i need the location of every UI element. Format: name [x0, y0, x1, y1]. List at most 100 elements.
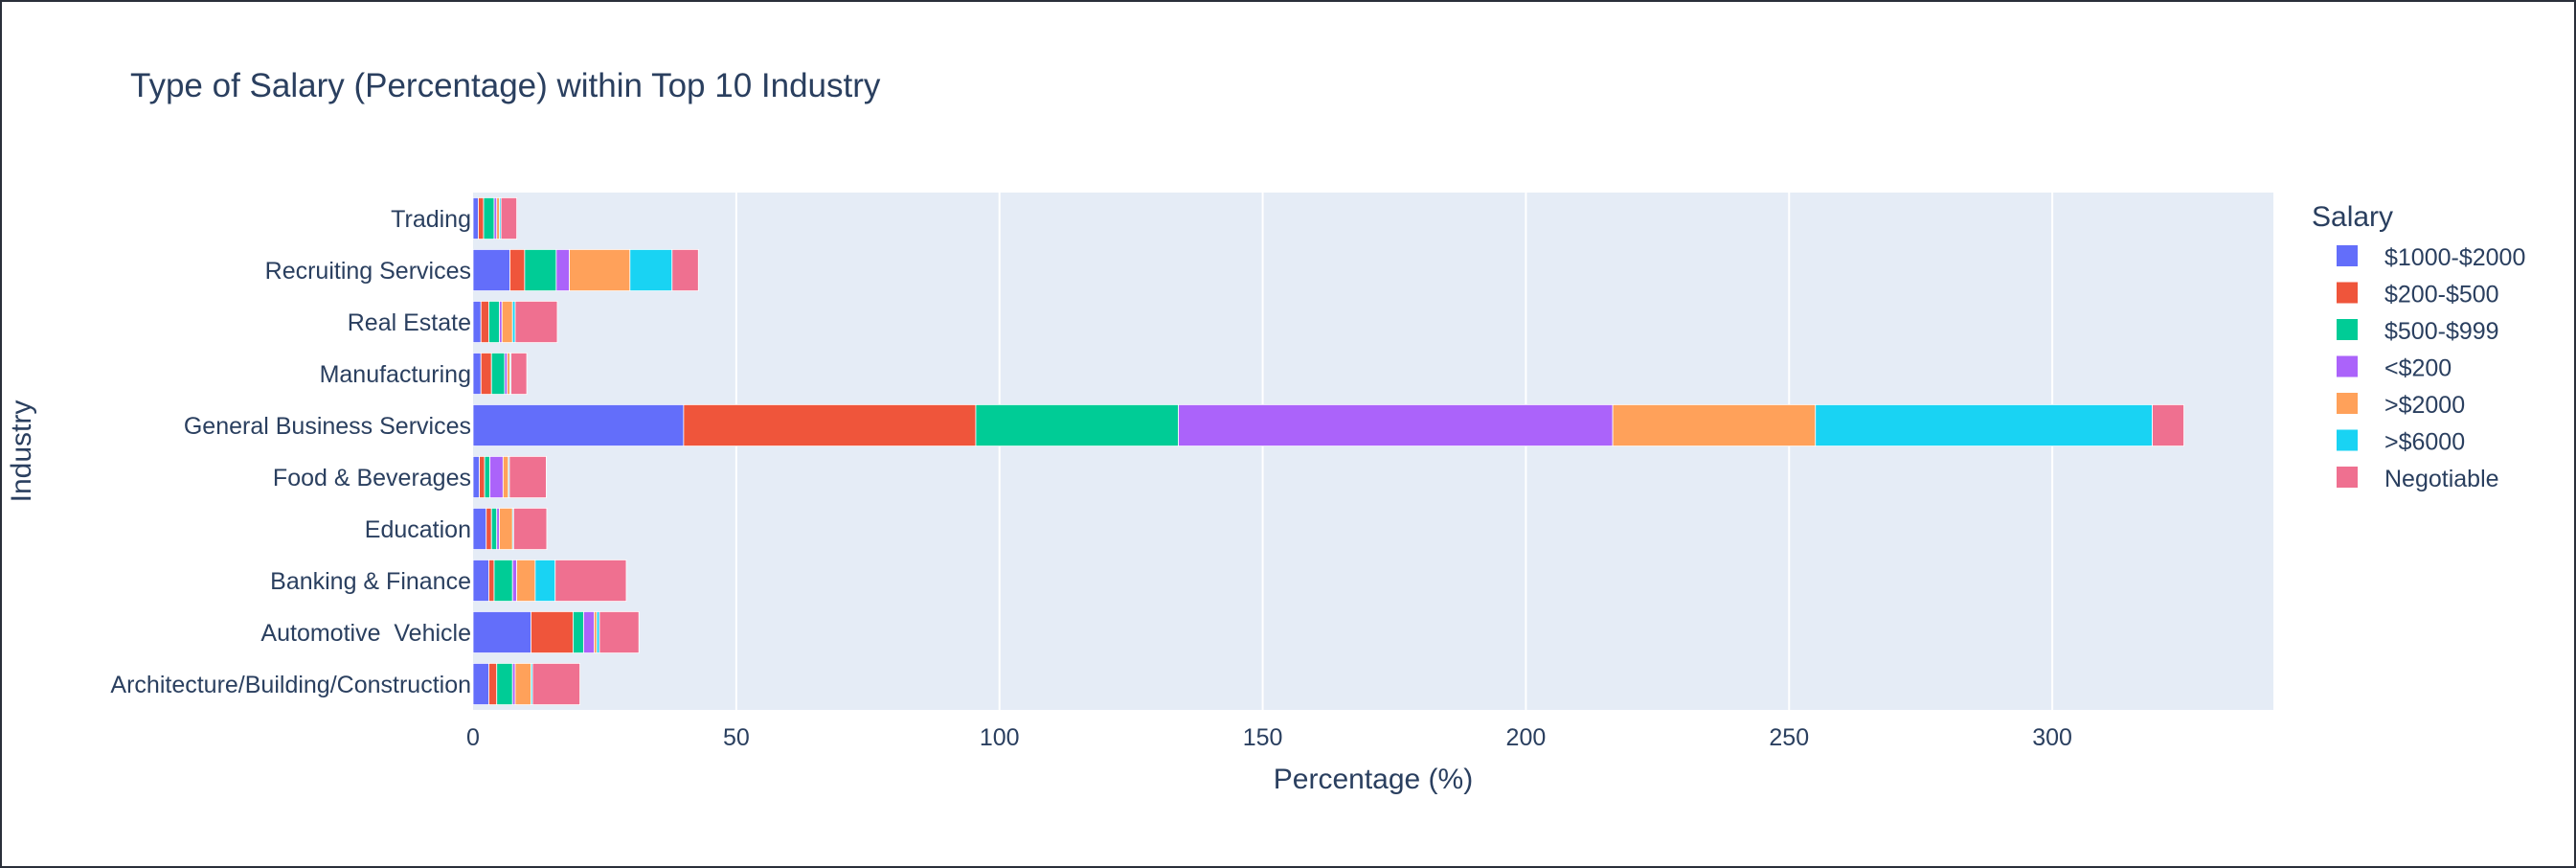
y-tick-label: Recruiting Services	[265, 258, 471, 285]
bar-1000-2000-manufacturing[interactable]	[472, 352, 482, 395]
legend-swatch-1000-2000[interactable]	[2337, 245, 2358, 266]
x-tick-label: 300	[2032, 724, 2072, 751]
bar-2000-recruiting-services[interactable]	[569, 248, 631, 291]
y-tick-label: General Business Services	[184, 413, 471, 440]
bar-200-500-trading[interactable]	[478, 196, 485, 240]
x-tick-label: 250	[1769, 724, 1809, 751]
legend-label[interactable]: >$2000	[2384, 392, 2465, 419]
bar-2000-food-beverages[interactable]	[502, 455, 509, 498]
bar-200-500-architecture-building-construction[interactable]	[488, 663, 498, 706]
legend-swatch-negotiable[interactable]	[2337, 467, 2358, 488]
bar-500-999-automotive-vehicle[interactable]	[573, 611, 584, 654]
y-tick-label: Trading	[391, 206, 471, 233]
y-axis-title: Industry	[6, 400, 37, 503]
bar-2000-manufacturing[interactable]	[507, 352, 510, 395]
bar-200-banking-finance[interactable]	[511, 560, 518, 603]
legend-label[interactable]: Negotiable	[2384, 466, 2499, 492]
bar-500-999-real-estate[interactable]	[488, 300, 500, 343]
legend-label[interactable]: <$200	[2384, 355, 2452, 382]
bar-2000-banking-finance[interactable]	[516, 560, 536, 603]
y-tick-labels: Architecture/Building/Construction Automo…	[110, 206, 471, 698]
bar-negotiable-automotive-vehicle[interactable]	[599, 611, 640, 654]
bar-2000-general-business-services[interactable]	[1612, 403, 1817, 446]
bar-500-999-banking-finance[interactable]	[493, 560, 513, 603]
bar-negotiable-recruiting-services[interactable]	[671, 248, 699, 291]
bar-1000-2000-banking-finance[interactable]	[472, 560, 489, 603]
legend-label[interactable]: $200-$500	[2384, 282, 2499, 308]
bar-200-500-general-business-services[interactable]	[683, 403, 977, 446]
bars[interactable]	[472, 196, 2184, 706]
y-tick-label: Manufacturing	[320, 361, 471, 388]
y-tick-label: Architecture/Building/Construction	[110, 672, 471, 698]
y-tick-label: Food & Beverages	[273, 465, 471, 491]
bar-1000-2000-food-beverages[interactable]	[472, 455, 480, 498]
bar-negotiable-real-estate[interactable]	[514, 300, 558, 343]
bar-2000-automotive-vehicle[interactable]	[594, 611, 598, 654]
legend-label[interactable]: >$6000	[2384, 429, 2465, 456]
bar-200-500-banking-finance[interactable]	[488, 560, 495, 603]
x-tick-label: 200	[1506, 724, 1547, 751]
bar-negotiable-trading[interactable]	[500, 196, 518, 240]
bar-500-999-general-business-services[interactable]	[975, 403, 1180, 446]
bar-6000-banking-finance[interactable]	[534, 560, 556, 603]
bar-200-500-automotive-vehicle[interactable]	[531, 611, 574, 654]
bar-500-999-recruiting-services[interactable]	[524, 248, 557, 291]
bar-200-food-beverages[interactable]	[489, 455, 504, 498]
bar-200-500-real-estate[interactable]	[480, 300, 489, 343]
bar-1000-2000-trading[interactable]	[472, 196, 479, 240]
legend-swatch-2000[interactable]	[2337, 393, 2358, 414]
bar-2000-architecture-building-construction[interactable]	[514, 663, 531, 706]
bar-1000-2000-education[interactable]	[472, 508, 487, 551]
bar-negotiable-education[interactable]	[512, 508, 548, 551]
bar-500-999-trading[interactable]	[483, 196, 495, 240]
bar-500-999-manufacturing[interactable]	[490, 352, 506, 395]
bar-200-education[interactable]	[496, 508, 500, 551]
legend-label[interactable]: $1000-$2000	[2384, 244, 2525, 271]
bar-2000-real-estate[interactable]	[501, 300, 513, 343]
bar-200-automotive-vehicle[interactable]	[583, 611, 595, 654]
x-axis-title: Percentage (%)	[1274, 764, 1473, 795]
legend-swatch-200[interactable]	[2337, 355, 2358, 377]
bar-1000-2000-general-business-services[interactable]	[472, 403, 685, 446]
bar-6000-real-estate[interactable]	[511, 300, 516, 343]
bar-negotiable-architecture-building-construction[interactable]	[531, 663, 580, 706]
legend-label[interactable]: $500-$999	[2384, 318, 2499, 345]
x-tick-label: 100	[980, 724, 1020, 751]
bar-200-500-recruiting-services[interactable]	[509, 248, 526, 291]
bar-1000-2000-real-estate[interactable]	[472, 300, 482, 343]
bar-negotiable-manufacturing[interactable]	[510, 352, 528, 395]
bar-200-manufacturing[interactable]	[504, 352, 508, 395]
bar-200-trading[interactable]	[493, 196, 498, 240]
bar-200-architecture-building-construction[interactable]	[511, 663, 516, 706]
bar-6000-automotive-vehicle[interactable]	[596, 611, 600, 654]
legend-swatch-6000[interactable]	[2337, 429, 2358, 451]
legend-swatch-200-500[interactable]	[2337, 282, 2358, 304]
bar-negotiable-banking-finance[interactable]	[554, 560, 627, 603]
bar-200-general-business-services[interactable]	[1178, 403, 1614, 446]
bar-1000-2000-recruiting-services[interactable]	[472, 248, 510, 291]
x-tick-label: 0	[466, 724, 480, 751]
bar-500-999-food-beverages[interactable]	[484, 455, 490, 498]
bar-200-500-education[interactable]	[486, 508, 492, 551]
bar-6000-recruiting-services[interactable]	[629, 248, 673, 291]
bar-500-999-architecture-building-construction[interactable]	[496, 663, 513, 706]
bar-200-500-manufacturing[interactable]	[480, 352, 492, 395]
bar-200-recruiting-services[interactable]	[555, 248, 570, 291]
bar-200-500-food-beverages[interactable]	[479, 455, 486, 498]
bar-500-999-education[interactable]	[490, 508, 498, 551]
bar-2000-trading[interactable]	[496, 196, 500, 240]
bar-2000-education[interactable]	[499, 508, 513, 551]
bar-1000-2000-automotive-vehicle[interactable]	[472, 611, 531, 654]
legend-title: Salary	[2312, 201, 2393, 233]
legend[interactable]: Salary $1000-$2000 $200-$500 $500-$999 <$20…	[2312, 201, 2525, 492]
bar-6000-general-business-services[interactable]	[1815, 403, 2153, 446]
plot-area	[473, 193, 2273, 710]
bar-1000-2000-architecture-building-construction[interactable]	[472, 663, 489, 706]
bar-200-real-estate[interactable]	[499, 300, 503, 343]
bar-negotiable-general-business-services[interactable]	[2152, 403, 2184, 446]
bar-negotiable-food-beverages[interactable]	[508, 455, 547, 498]
legend-swatch-500-999[interactable]	[2337, 319, 2358, 340]
chart-title: Type of Salary (Percentage) within Top 1…	[130, 67, 881, 104]
x-tick-label: 50	[723, 724, 750, 751]
